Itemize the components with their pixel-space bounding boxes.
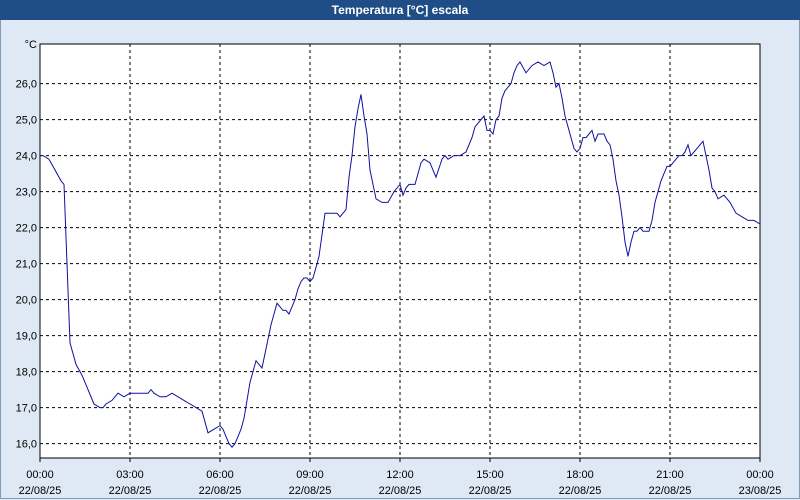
x-tick-date: 22/08/25 xyxy=(379,485,422,497)
x-tick-time: 00:00 xyxy=(746,469,774,481)
y-tick-label: 20,0 xyxy=(16,295,37,307)
y-tick-label: 25,0 xyxy=(16,115,37,127)
x-tick-time: 21:00 xyxy=(656,469,684,481)
y-tick-label: 26,0 xyxy=(16,79,37,91)
x-tick-time: 03:00 xyxy=(116,469,144,481)
x-tick-time: 00:00 xyxy=(26,469,54,481)
x-tick-time: 18:00 xyxy=(566,469,594,481)
y-tick-label: 16,0 xyxy=(16,439,37,451)
y-tick-label: 24,0 xyxy=(16,151,37,163)
x-tick-date: 22/08/25 xyxy=(289,485,332,497)
x-tick-date: 22/08/25 xyxy=(649,485,692,497)
chart-title: Temperatura [°C] escala xyxy=(331,3,469,17)
x-tick-time: 12:00 xyxy=(386,469,414,481)
y-tick-label: 21,0 xyxy=(16,259,37,271)
x-tick-date: 22/08/25 xyxy=(199,485,242,497)
x-tick-date: 22/08/25 xyxy=(469,485,512,497)
series-group xyxy=(40,61,761,448)
x-axis: 00:00 22/08/25 03:00 22/08/25 06:00 22/08/25 0… xyxy=(19,458,782,497)
chart-titlebar: Temperatura [°C] escala xyxy=(0,0,800,20)
y-tick-label: 17,0 xyxy=(16,403,37,415)
grid xyxy=(40,44,760,458)
y-tick-label: 19,0 xyxy=(16,331,37,343)
y-tick-label: 23,0 xyxy=(16,187,37,199)
x-tick-date: 22/08/25 xyxy=(109,485,152,497)
x-tick-date: 22/08/25 xyxy=(19,485,62,497)
y-axis: 16,0 17,0 18,0 19,0 20,0 21,0 22,0 23,0 24,0 25,0… xyxy=(16,79,37,451)
x-tick-date: 23/08/25 xyxy=(739,485,782,497)
x-tick-date: 22/08/25 xyxy=(559,485,602,497)
y-unit-label: °C xyxy=(25,39,37,51)
temperature-series-line xyxy=(40,61,761,448)
x-tick-time: 15:00 xyxy=(476,469,504,481)
y-tick-label: 18,0 xyxy=(16,367,37,379)
y-tick-label: 22,0 xyxy=(16,223,37,235)
x-tick-time: 06:00 xyxy=(206,469,234,481)
x-tick-time: 09:00 xyxy=(296,469,324,481)
